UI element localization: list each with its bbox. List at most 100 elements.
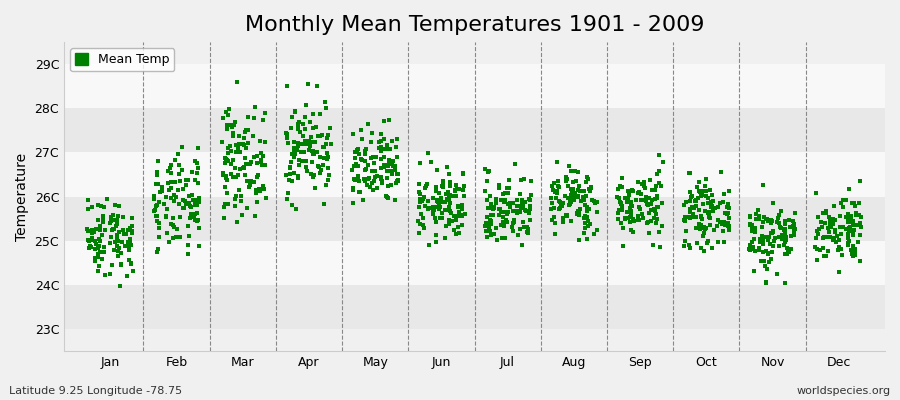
Point	[544, 200, 559, 206]
Point	[281, 190, 295, 196]
Point	[287, 145, 302, 152]
Point	[690, 194, 705, 201]
Point	[787, 224, 801, 230]
Point	[851, 238, 866, 245]
Point	[298, 114, 312, 120]
Point	[432, 203, 446, 209]
Point	[223, 143, 238, 149]
Point	[122, 240, 137, 246]
Point	[693, 189, 707, 195]
Text: worldspecies.org: worldspecies.org	[796, 386, 891, 396]
Point	[381, 162, 395, 169]
Point	[756, 182, 770, 188]
Point	[303, 142, 318, 149]
Point	[456, 183, 471, 189]
Point	[507, 216, 521, 223]
Point	[92, 262, 106, 269]
Point	[81, 236, 95, 243]
Point	[320, 165, 335, 171]
Point	[848, 252, 862, 258]
Point	[350, 176, 365, 183]
Point	[175, 144, 189, 151]
Point	[716, 219, 731, 225]
Point	[853, 178, 868, 184]
Point	[717, 222, 732, 228]
Point	[376, 153, 391, 160]
Point	[698, 225, 713, 231]
Point	[549, 194, 563, 201]
Point	[192, 194, 206, 201]
Point	[157, 201, 171, 207]
Point	[553, 205, 567, 211]
Point	[580, 214, 595, 221]
Point	[825, 216, 840, 222]
Point	[500, 185, 515, 191]
Point	[170, 151, 184, 157]
Point	[685, 193, 699, 200]
Point	[438, 207, 453, 214]
Point	[432, 190, 446, 197]
Point	[286, 170, 301, 176]
Point	[748, 248, 762, 254]
Point	[649, 220, 663, 226]
Point	[237, 135, 251, 141]
Point	[428, 188, 443, 194]
Point	[436, 178, 451, 184]
Point	[772, 212, 787, 218]
Point	[91, 242, 105, 249]
Point	[347, 155, 362, 162]
Point	[808, 235, 823, 242]
Point	[481, 204, 495, 211]
Point	[652, 168, 666, 174]
Point	[577, 214, 591, 221]
Point	[842, 241, 856, 248]
Point	[346, 185, 360, 192]
Point	[778, 218, 792, 224]
Point	[824, 222, 839, 228]
Point	[177, 198, 192, 205]
Point	[616, 225, 630, 232]
Point	[483, 201, 498, 208]
Point	[228, 203, 242, 210]
Point	[95, 218, 110, 225]
Point	[303, 139, 318, 145]
Point	[370, 173, 384, 180]
Point	[678, 214, 692, 220]
Point	[147, 208, 161, 214]
Point	[190, 202, 204, 208]
Point	[641, 219, 655, 226]
Point	[755, 236, 770, 242]
Point	[354, 127, 368, 134]
Point	[110, 217, 124, 223]
Point	[254, 150, 268, 156]
Point	[612, 206, 626, 213]
Point	[153, 189, 167, 195]
Point	[632, 189, 646, 195]
Point	[294, 158, 309, 165]
Point	[159, 205, 174, 212]
Point	[716, 228, 730, 234]
Point	[391, 178, 405, 184]
Point	[567, 168, 581, 174]
Point	[419, 183, 434, 190]
Point	[497, 220, 511, 226]
Point	[188, 176, 202, 183]
Point	[430, 167, 445, 173]
Point	[761, 259, 776, 265]
Point	[560, 212, 574, 218]
Point	[842, 225, 856, 231]
Point	[808, 244, 823, 250]
Point	[632, 204, 646, 210]
Point	[515, 242, 529, 248]
Point	[827, 202, 842, 209]
Point	[110, 232, 124, 238]
Point	[479, 228, 493, 234]
Point	[842, 224, 857, 230]
Point	[842, 217, 856, 224]
Point	[360, 182, 374, 188]
Point	[787, 230, 801, 236]
Point	[292, 157, 307, 163]
Point	[491, 182, 506, 188]
Point	[116, 214, 130, 220]
Point	[380, 194, 394, 200]
